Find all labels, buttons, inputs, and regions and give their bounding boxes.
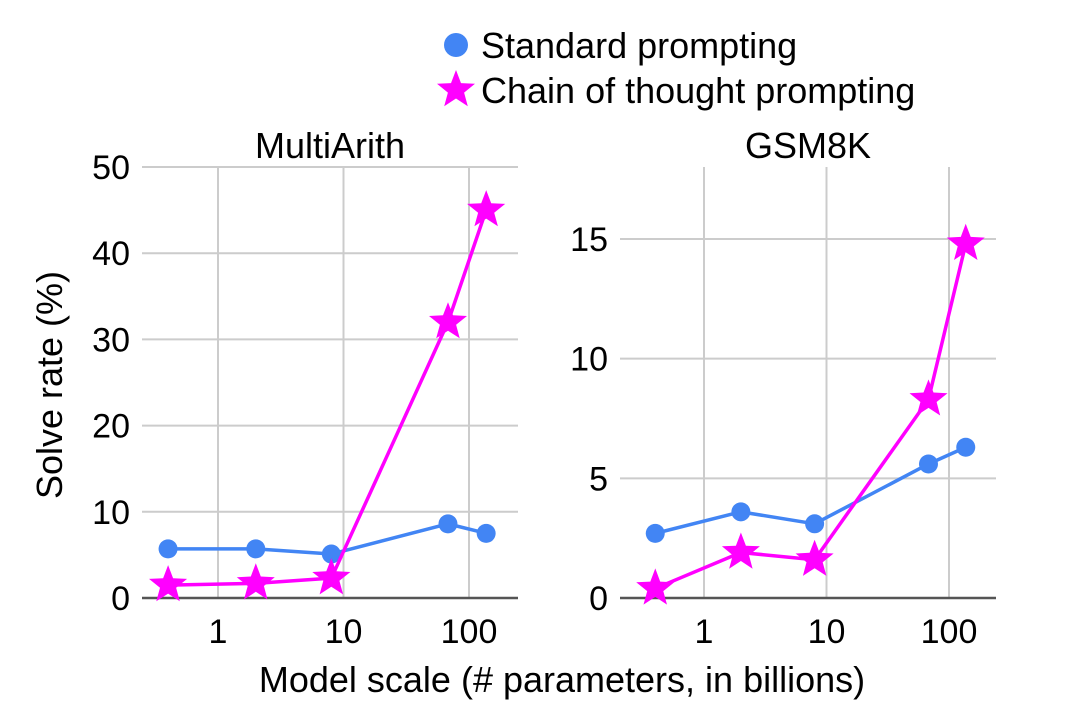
standard-data-point	[956, 437, 976, 457]
cot-data-point-star	[312, 558, 351, 595]
standard-data-point	[476, 523, 496, 543]
y-axis-label: Solve rate (%)	[29, 271, 70, 499]
plot-gsm8k: 0 5 10 15 1 10 100	[570, 167, 996, 651]
y-tick-label: 20	[92, 408, 130, 446]
cot-data-point-star	[946, 223, 985, 260]
subplot-title-gsm8k: GSM8K	[745, 125, 871, 166]
x-tick-label: 1	[209, 613, 228, 651]
cot-data-point-star	[721, 532, 760, 569]
standard-data-point	[246, 539, 266, 559]
y-tick-label: 50	[92, 149, 130, 187]
cot-data-point-star	[795, 539, 834, 576]
x-tick-label: 1	[695, 613, 714, 651]
y-tick-label: 15	[570, 221, 608, 259]
standard-data-point	[731, 502, 751, 522]
standard-data-point	[645, 523, 665, 543]
y-tick-label: 5	[589, 460, 608, 498]
standard-data-point	[918, 454, 938, 474]
cot-data-point-star	[149, 565, 188, 602]
y-tick-label: 10	[570, 341, 608, 379]
cot-data-point-star	[909, 379, 948, 416]
subplot-title-multiarith: MultiArith	[255, 125, 405, 166]
x-tick-label: 10	[808, 613, 846, 651]
cot-series-line	[654, 243, 968, 591]
legend-label-standard: Standard prompting	[481, 25, 797, 66]
x-tick-label: 100	[921, 613, 978, 651]
standard-data-point	[321, 544, 341, 564]
x-tick-label: 10	[325, 613, 363, 651]
y-tick-label: 0	[111, 580, 130, 618]
standard-data-point	[438, 514, 458, 534]
x-tick-label: 100	[441, 613, 498, 651]
legend-circle-marker	[444, 33, 468, 57]
y-tick-label: 10	[92, 494, 130, 532]
y-tick-label: 30	[92, 321, 130, 359]
plot-multiarith: 0 10 20 30 40 50 1 10 100	[92, 149, 518, 651]
standard-data-point	[158, 539, 178, 559]
cot-series-line	[168, 209, 488, 587]
cot-data-point-star	[467, 190, 506, 227]
cot-data-point-star	[636, 568, 675, 605]
y-tick-label: 0	[589, 580, 608, 618]
cot-data-point-star	[236, 563, 275, 600]
y-tick-label: 40	[92, 235, 130, 273]
cot-data-point-star	[429, 302, 467, 339]
x-axis-label: Model scale (# parameters, in billions)	[259, 659, 865, 700]
standard-data-point	[805, 514, 825, 534]
legend-label-cot: Chain of thought prompting	[481, 70, 915, 111]
legend: Standard prompting Chain of thought prom…	[437, 25, 915, 111]
legend-star-marker	[437, 70, 475, 107]
